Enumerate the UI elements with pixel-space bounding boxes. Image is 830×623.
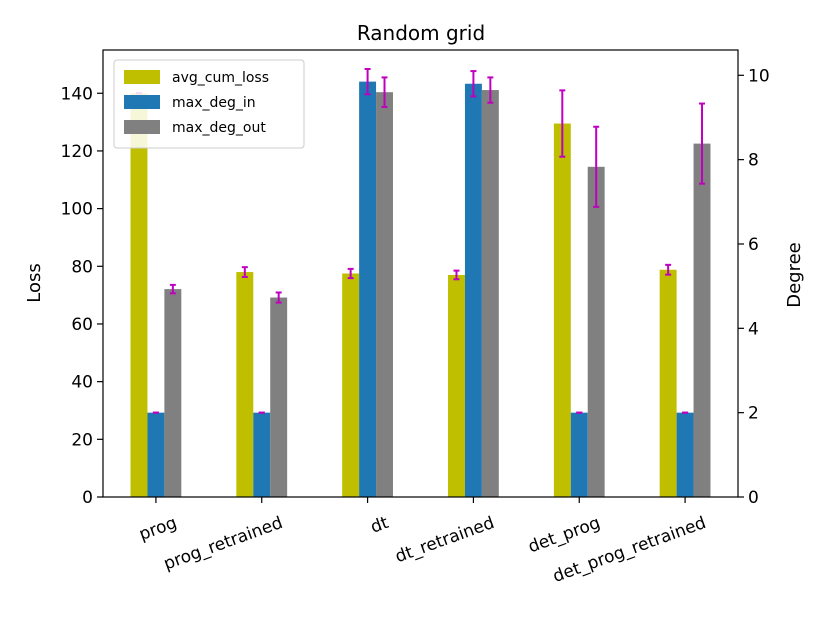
- y-left-tick-label: 40: [71, 373, 93, 393]
- plot-frame: [102, 49, 739, 498]
- y-left-tick-label: 100: [61, 200, 93, 220]
- y-right-tick-label: 6: [748, 235, 759, 255]
- x-tick-label: dt_retrained: [393, 513, 497, 567]
- y-left-tick-label: 20: [71, 430, 93, 450]
- chart-title: Random grid: [357, 21, 485, 45]
- y-left-tick-label: 140: [61, 84, 93, 104]
- y-right-tick-label: 8: [748, 151, 759, 171]
- bar-max_deg_out-det_prog_retrained: [693, 143, 711, 497]
- bar-avg_cum_loss-prog: [130, 93, 148, 498]
- bar-max_deg_in-det_prog: [570, 412, 588, 497]
- y-left-tick-label: 80: [71, 257, 93, 277]
- y-right-tick-label: 0: [748, 488, 759, 508]
- legend-label-max_deg_out: max_deg_out: [172, 120, 266, 136]
- x-tick-label: prog_retrained: [161, 513, 285, 575]
- legend-swatch-max_deg_out: [124, 120, 160, 134]
- y-right-tick-label: 10: [748, 66, 770, 86]
- legend-box: [113, 59, 305, 149]
- bar-max_deg_in-dt: [359, 81, 377, 498]
- y-axis-left-label: Loss: [24, 263, 45, 302]
- legend-label-avg_cum_loss: avg_cum_loss: [172, 70, 269, 86]
- legend-label-max_deg_in: max_deg_in: [172, 95, 256, 111]
- y-right-tick-label: 2: [748, 404, 759, 424]
- x-tick-label: prog: [137, 513, 180, 545]
- bar-max_deg_out-det_prog: [587, 166, 605, 498]
- bar-max_deg_in-det_prog_retrained: [676, 412, 694, 497]
- bar-max_deg_in-prog_retrained: [253, 412, 271, 497]
- bar-max_deg_out-prog_retrained: [270, 297, 288, 497]
- x-tick-label: dt: [368, 513, 392, 538]
- y-right-tick-label: 4: [748, 319, 759, 339]
- bar-avg_cum_loss-prog_retrained: [236, 272, 254, 497]
- bar-max_deg_in-prog: [147, 412, 165, 497]
- y-axis-right-label: Degree: [784, 242, 805, 308]
- x-tick-label: det_prog: [526, 513, 603, 557]
- bar-max_deg_in-dt_retrained: [464, 83, 482, 498]
- y-left-tick-label: 120: [61, 142, 93, 162]
- bar-avg_cum_loss-dt_retrained: [448, 274, 465, 497]
- bar-max_deg_out-dt_retrained: [481, 90, 499, 498]
- bar-avg_cum_loss-det_prog: [553, 123, 571, 498]
- bar-avg_cum_loss-dt: [342, 273, 360, 497]
- error-bars-group: [135, 67, 706, 414]
- y-left-tick-label: 60: [71, 315, 93, 335]
- legend: avg_cum_loss max_deg_in max_deg_out: [113, 59, 305, 149]
- y-left-tick-label: 0: [82, 488, 93, 508]
- bar-max_deg_out-prog: [164, 289, 182, 497]
- bar-avg_cum_loss-det_prog_retrained: [659, 269, 677, 497]
- bars-group: [130, 81, 711, 498]
- bar-max_deg_out-dt: [376, 92, 393, 498]
- legend-swatch-max_deg_in: [124, 95, 160, 109]
- legend-swatch-avg_cum_loss: [124, 70, 160, 84]
